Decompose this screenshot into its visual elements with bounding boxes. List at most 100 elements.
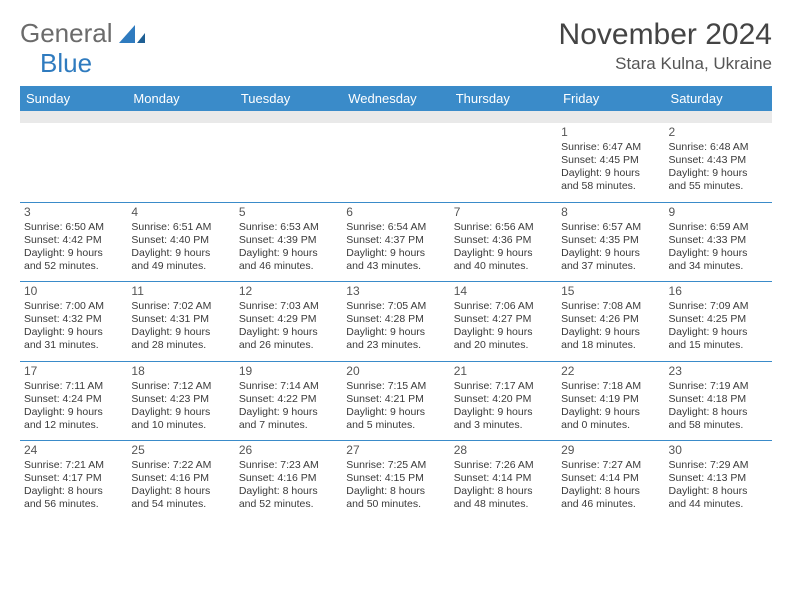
day-detail: Sunrise: 6:47 AM — [561, 141, 660, 154]
day-number: 19 — [239, 364, 338, 379]
day-detail: Daylight: 8 hours — [669, 406, 768, 419]
day-detail: and 31 minutes. — [24, 339, 123, 352]
day-number: 6 — [346, 205, 445, 220]
day-cell: 19Sunrise: 7:14 AMSunset: 4:22 PMDayligh… — [235, 362, 342, 441]
day-detail: Daylight: 9 hours — [454, 247, 553, 260]
day-detail: Sunset: 4:17 PM — [24, 472, 123, 485]
day-detail: Daylight: 8 hours — [131, 485, 230, 498]
day-number: 21 — [454, 364, 553, 379]
brand-part1: General — [20, 18, 113, 49]
day-detail: Sunrise: 7:18 AM — [561, 380, 660, 393]
day-cell: 20Sunrise: 7:15 AMSunset: 4:21 PMDayligh… — [342, 362, 449, 441]
day-detail: Sunrise: 7:08 AM — [561, 300, 660, 313]
title-block: November 2024 Stara Kulna, Ukraine — [559, 18, 772, 74]
week-row: 10Sunrise: 7:00 AMSunset: 4:32 PMDayligh… — [20, 282, 772, 361]
day-detail: Sunset: 4:40 PM — [131, 234, 230, 247]
day-detail: Daylight: 9 hours — [131, 406, 230, 419]
day-detail: Sunset: 4:23 PM — [131, 393, 230, 406]
day-detail: Daylight: 9 hours — [239, 406, 338, 419]
day-cell: 25Sunrise: 7:22 AMSunset: 4:16 PMDayligh… — [127, 441, 234, 520]
day-detail: Sunset: 4:36 PM — [454, 234, 553, 247]
day-detail: Sunset: 4:13 PM — [669, 472, 768, 485]
weekday-header: Tuesday — [235, 86, 342, 111]
day-cell: 9Sunrise: 6:59 AMSunset: 4:33 PMDaylight… — [665, 203, 772, 282]
day-number: 27 — [346, 443, 445, 458]
day-detail: Sunset: 4:20 PM — [454, 393, 553, 406]
day-detail: Sunset: 4:37 PM — [346, 234, 445, 247]
day-detail: Daylight: 8 hours — [454, 485, 553, 498]
day-detail: and 52 minutes. — [24, 260, 123, 273]
spacer-row — [20, 111, 772, 123]
day-detail: Sunset: 4:35 PM — [561, 234, 660, 247]
day-detail: Daylight: 9 hours — [346, 326, 445, 339]
week-row: 17Sunrise: 7:11 AMSunset: 4:24 PMDayligh… — [20, 362, 772, 441]
day-detail: Sunrise: 7:19 AM — [669, 380, 768, 393]
day-detail: Sunset: 4:22 PM — [239, 393, 338, 406]
day-detail: Sunset: 4:14 PM — [561, 472, 660, 485]
day-cell: 7Sunrise: 6:56 AMSunset: 4:36 PMDaylight… — [450, 203, 557, 282]
day-number: 18 — [131, 364, 230, 379]
day-detail: and 56 minutes. — [24, 498, 123, 511]
day-number: 7 — [454, 205, 553, 220]
day-cell: 24Sunrise: 7:21 AMSunset: 4:17 PMDayligh… — [20, 441, 127, 520]
day-detail: Daylight: 9 hours — [669, 326, 768, 339]
day-detail: and 12 minutes. — [24, 419, 123, 432]
day-detail: and 34 minutes. — [669, 260, 768, 273]
day-detail: Sunrise: 7:25 AM — [346, 459, 445, 472]
empty-cell — [20, 123, 127, 202]
weekday-header: Monday — [127, 86, 234, 111]
day-detail: Daylight: 9 hours — [131, 247, 230, 260]
day-detail: and 26 minutes. — [239, 339, 338, 352]
day-number: 26 — [239, 443, 338, 458]
day-number: 9 — [669, 205, 768, 220]
weekday-header: Sunday — [20, 86, 127, 111]
day-cell: 2Sunrise: 6:48 AMSunset: 4:43 PMDaylight… — [665, 123, 772, 202]
day-detail: Sunrise: 7:27 AM — [561, 459, 660, 472]
day-detail: Daylight: 8 hours — [24, 485, 123, 498]
day-number: 24 — [24, 443, 123, 458]
day-detail: and 3 minutes. — [454, 419, 553, 432]
calendar-table: Sunday Monday Tuesday Wednesday Thursday… — [20, 86, 772, 520]
day-detail: Sunset: 4:14 PM — [454, 472, 553, 485]
day-cell: 17Sunrise: 7:11 AMSunset: 4:24 PMDayligh… — [20, 362, 127, 441]
day-detail: Daylight: 9 hours — [131, 326, 230, 339]
day-detail: Sunrise: 7:06 AM — [454, 300, 553, 313]
day-cell: 29Sunrise: 7:27 AMSunset: 4:14 PMDayligh… — [557, 441, 664, 520]
day-detail: and 44 minutes. — [669, 498, 768, 511]
day-detail: Daylight: 9 hours — [669, 167, 768, 180]
day-cell: 27Sunrise: 7:25 AMSunset: 4:15 PMDayligh… — [342, 441, 449, 520]
day-detail: Sunrise: 7:15 AM — [346, 380, 445, 393]
day-detail: Sunrise: 6:48 AM — [669, 141, 768, 154]
day-cell: 30Sunrise: 7:29 AMSunset: 4:13 PMDayligh… — [665, 441, 772, 520]
day-detail: Daylight: 9 hours — [454, 406, 553, 419]
day-number: 16 — [669, 284, 768, 299]
day-detail: and 0 minutes. — [561, 419, 660, 432]
day-detail: Sunrise: 7:23 AM — [239, 459, 338, 472]
day-detail: Daylight: 9 hours — [561, 326, 660, 339]
day-number: 10 — [24, 284, 123, 299]
day-cell: 22Sunrise: 7:18 AMSunset: 4:19 PMDayligh… — [557, 362, 664, 441]
day-detail: and 49 minutes. — [131, 260, 230, 273]
location-label: Stara Kulna, Ukraine — [559, 54, 772, 74]
day-detail: Sunset: 4:43 PM — [669, 154, 768, 167]
day-cell: 5Sunrise: 6:53 AMSunset: 4:39 PMDaylight… — [235, 203, 342, 282]
day-detail: Daylight: 8 hours — [346, 485, 445, 498]
day-number: 5 — [239, 205, 338, 220]
day-detail: Sunset: 4:15 PM — [346, 472, 445, 485]
day-detail: Daylight: 9 hours — [561, 167, 660, 180]
day-number: 23 — [669, 364, 768, 379]
day-detail: Daylight: 9 hours — [24, 247, 123, 260]
weekday-header: Saturday — [665, 86, 772, 111]
day-detail: Sunrise: 6:53 AM — [239, 221, 338, 234]
day-detail: Daylight: 9 hours — [561, 406, 660, 419]
day-number: 15 — [561, 284, 660, 299]
day-cell: 11Sunrise: 7:02 AMSunset: 4:31 PMDayligh… — [127, 282, 234, 361]
empty-cell — [127, 123, 234, 202]
day-cell: 21Sunrise: 7:17 AMSunset: 4:20 PMDayligh… — [450, 362, 557, 441]
day-detail: Sunset: 4:21 PM — [346, 393, 445, 406]
day-detail: Sunrise: 6:59 AM — [669, 221, 768, 234]
day-detail: Sunrise: 7:03 AM — [239, 300, 338, 313]
day-detail: and 50 minutes. — [346, 498, 445, 511]
day-cell: 13Sunrise: 7:05 AMSunset: 4:28 PMDayligh… — [342, 282, 449, 361]
day-detail: Sunrise: 7:14 AM — [239, 380, 338, 393]
